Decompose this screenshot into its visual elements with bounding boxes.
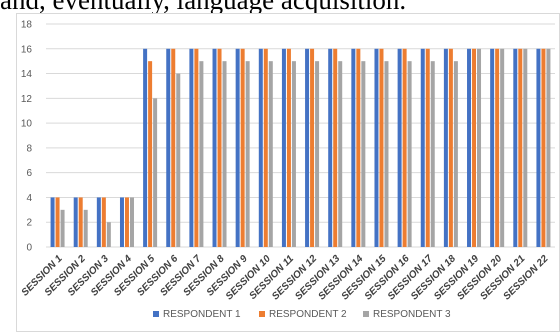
bar (171, 48, 176, 248)
bar (518, 48, 523, 248)
bar (305, 48, 310, 248)
y-tick-label: 14 (21, 69, 33, 80)
bar (148, 61, 153, 247)
bar (443, 48, 448, 248)
bar (245, 61, 250, 247)
bar (166, 48, 171, 248)
document-text-line: and, eventually, language acquisition. (0, 0, 407, 15)
bar (83, 209, 88, 247)
bar (467, 48, 472, 248)
y-tick-label: 6 (26, 168, 32, 179)
bar (286, 48, 291, 248)
bar (315, 61, 320, 247)
bar (448, 48, 453, 248)
bar (541, 48, 546, 248)
bar (425, 48, 430, 248)
y-tick-label: 4 (26, 193, 32, 204)
bar (291, 61, 296, 247)
bar (379, 48, 384, 248)
bar (263, 48, 268, 248)
bar (222, 61, 227, 247)
bar (106, 222, 111, 247)
chart-frame: 0 2 4 6 8 10 12 14 16 18 SESSION 1 SESSION 2 SESSION… (16, 13, 560, 332)
bar (536, 48, 541, 248)
bar (361, 61, 366, 247)
y-tick-label: 10 (21, 119, 33, 130)
y-tick-label: 0 (26, 243, 32, 254)
bar (513, 48, 518, 248)
y-tick-label: 2 (26, 218, 32, 229)
bar (523, 48, 528, 248)
bar (78, 197, 83, 247)
bar (50, 197, 55, 247)
y-tick-label: 12 (21, 94, 33, 105)
bar (407, 61, 412, 247)
bar (119, 197, 124, 247)
bar (374, 48, 379, 248)
bar (129, 197, 134, 247)
bar (500, 48, 505, 248)
bar (212, 48, 217, 248)
bar (472, 48, 477, 248)
bar (490, 48, 495, 248)
bar (124, 197, 129, 247)
y-tick-label: 16 (21, 44, 33, 55)
bar (268, 61, 273, 247)
bar (495, 48, 500, 248)
bar (55, 197, 60, 247)
bar (328, 48, 333, 248)
bar (338, 61, 343, 247)
bar (199, 61, 204, 247)
bar (258, 48, 263, 248)
bar (281, 48, 286, 248)
bar (351, 48, 356, 248)
bar (96, 197, 101, 247)
bar (402, 48, 407, 248)
bar (430, 61, 435, 247)
bar (101, 197, 106, 247)
bar (310, 48, 315, 248)
bar (189, 48, 194, 248)
bar (176, 73, 181, 247)
legend-swatch (363, 311, 369, 317)
bar (420, 48, 425, 248)
bar (546, 48, 551, 248)
bar (217, 48, 222, 248)
bar (235, 48, 240, 248)
y-tick-label: 18 (21, 20, 33, 31)
legend-swatch (153, 311, 159, 317)
bar (153, 98, 158, 247)
bar (384, 61, 389, 247)
y-tick-label: 8 (26, 143, 32, 154)
bar (194, 48, 199, 248)
bar (477, 48, 482, 248)
bar (73, 197, 78, 247)
legend-label: RESPONDENT 3 (373, 309, 451, 320)
legend-label: RESPONDENT 1 (163, 309, 241, 320)
legend-swatch (259, 311, 265, 317)
bar (356, 48, 361, 248)
bar (60, 209, 65, 247)
bar (397, 48, 402, 248)
legend-label: RESPONDENT 2 (269, 309, 347, 320)
bar (240, 48, 245, 248)
bar (143, 48, 148, 248)
bar (453, 61, 458, 247)
bar (333, 48, 338, 248)
